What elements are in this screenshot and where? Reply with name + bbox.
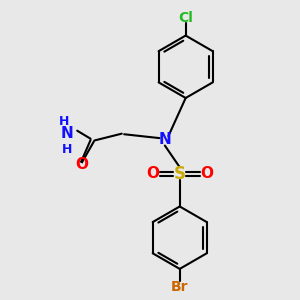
Text: O: O — [146, 166, 160, 181]
Text: O: O — [75, 158, 88, 172]
Text: Cl: Cl — [178, 11, 193, 25]
Text: H: H — [58, 115, 69, 128]
Text: N: N — [158, 132, 171, 147]
Text: S: S — [174, 165, 186, 183]
Text: Br: Br — [171, 280, 188, 294]
Text: O: O — [200, 166, 213, 181]
Text: H: H — [62, 143, 73, 157]
Text: N: N — [61, 126, 74, 141]
